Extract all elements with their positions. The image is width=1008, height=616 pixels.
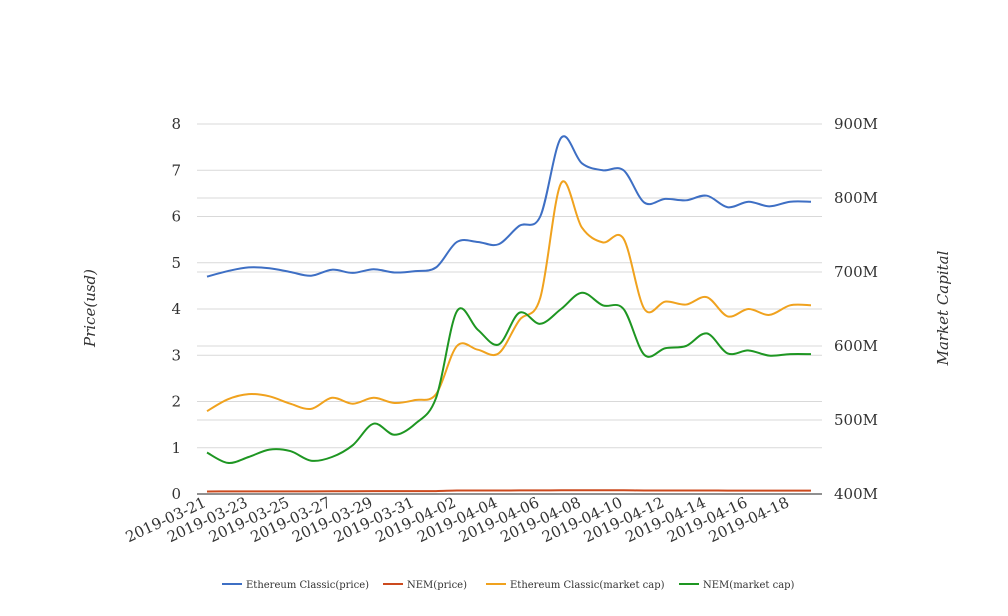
- y-tick-label: 2: [171, 393, 181, 411]
- y-tick-label: 7: [171, 161, 181, 179]
- right-axis: 400M 500M 600M 700M 800M 900M: [834, 115, 878, 503]
- left-axis: 0 1 2 3 4 5 6 7 8: [171, 115, 181, 503]
- y-tick-label: 0: [171, 485, 181, 503]
- series-line-ethereum-classic-market-cap: [206, 180, 812, 412]
- x-axis: 2019-03-212019-03-232019-03-252019-03-27…: [123, 493, 792, 546]
- series-lines: [206, 135, 812, 493]
- y-tick-label: 8: [171, 115, 181, 133]
- y2-axis-title: Market Capital: [934, 250, 952, 366]
- y-tick-label: 6: [171, 208, 181, 226]
- y2-tick-label: 800M: [834, 189, 878, 207]
- y2-tick-label: 400M: [834, 485, 878, 503]
- y2-tick-label: 900M: [834, 115, 878, 133]
- y-tick-label: 3: [171, 346, 181, 364]
- y2-tick-label: 600M: [834, 337, 878, 355]
- legend: Ethereum Classic(price) NEM(price) Ethereu…: [222, 580, 795, 591]
- y2-tick-label: 500M: [834, 411, 878, 429]
- y-axis-title: Price(usd): [81, 269, 99, 348]
- series-line-ethereum-classic-price: [206, 135, 812, 278]
- y-tick-label: 5: [171, 254, 181, 272]
- series-line-nem-price: [206, 489, 812, 493]
- series-line-nem-market-cap: [206, 291, 812, 464]
- y-tick-label: 4: [171, 300, 181, 318]
- legend-label-ethereum-classic-price: Ethereum Classic(price): [246, 580, 369, 591]
- grid: [197, 123, 822, 495]
- y-tick-label: 1: [171, 439, 181, 457]
- legend-label-nem-price: NEM(price): [407, 580, 467, 591]
- legend-label-nem-market-cap: NEM(market cap): [703, 580, 795, 591]
- y2-tick-label: 700M: [834, 263, 878, 281]
- legend-label-ethereum-classic-market-cap: Ethereum Classic(market cap): [510, 580, 665, 591]
